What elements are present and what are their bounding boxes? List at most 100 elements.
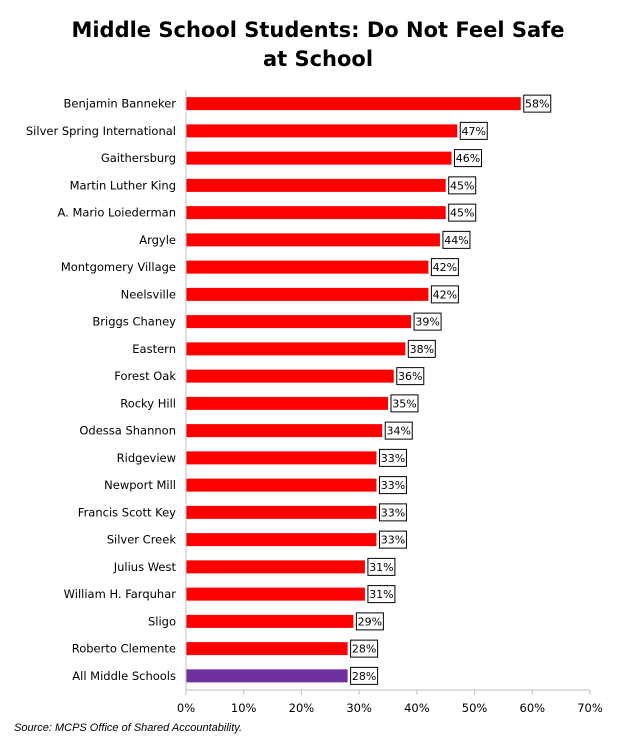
data-label-box (378, 448, 407, 467)
data-label: 33% (381, 506, 405, 519)
category-label: Montgomery Village (61, 260, 176, 274)
bar (186, 260, 429, 274)
x-tick-label: 10% (231, 701, 257, 715)
category-label: Ridgeview (117, 451, 176, 465)
data-label: 36% (398, 370, 422, 383)
bar (186, 369, 394, 383)
data-label: 45% (450, 179, 474, 192)
data-label-box (407, 339, 436, 358)
category-label: A. Mario Loiederman (57, 206, 176, 220)
x-tick-label: 0% (177, 701, 195, 715)
data-label: 38% (410, 343, 434, 356)
bar (186, 505, 377, 519)
category-label: Martin Luther King (70, 178, 176, 192)
data-label-box (367, 585, 396, 604)
data-label: 46% (456, 152, 480, 165)
category-label: William H. Farquhar (64, 587, 177, 601)
bar (186, 451, 377, 465)
data-label-box (355, 612, 384, 631)
data-label: 33% (381, 534, 405, 547)
category-label: Benjamin Banneker (64, 97, 177, 111)
bar (186, 151, 452, 165)
data-label: 33% (381, 479, 405, 492)
data-label: 28% (352, 670, 376, 683)
chart-title-line-1: Middle School Students: Do Not Feel Safe (71, 18, 564, 42)
bar (186, 124, 458, 138)
source-note: Source: MCPS Office of Shared Accountabi… (14, 722, 243, 734)
data-label-box (448, 176, 477, 195)
x-tick-label: 50% (462, 701, 488, 715)
x-tick-label: 30% (346, 701, 372, 715)
category-label: All Middle Schools (72, 669, 176, 683)
bar (186, 233, 440, 247)
data-label: 33% (381, 452, 405, 465)
bar (186, 669, 348, 683)
bar (186, 342, 406, 356)
data-label: 29% (358, 615, 382, 628)
category-label: Sligo (148, 614, 176, 628)
data-label: 31% (369, 561, 393, 574)
data-label-box (453, 149, 482, 168)
data-label-box (378, 530, 407, 549)
data-label-box (523, 94, 552, 113)
bar (186, 424, 383, 438)
chart-title-line-2: at School (263, 47, 373, 71)
bar (186, 560, 365, 574)
data-label: 47% (462, 125, 486, 138)
data-label-box (413, 312, 442, 331)
bar (186, 178, 446, 192)
bar (186, 97, 521, 111)
data-label-box (430, 258, 459, 277)
data-label-box (396, 367, 425, 386)
bar (186, 587, 365, 601)
data-label-box (378, 503, 407, 522)
bar (186, 396, 388, 410)
category-label: Forest Oak (114, 369, 176, 383)
category-label: Eastern (132, 342, 176, 356)
category-label: Francis Scott Key (78, 505, 176, 519)
data-label-box (384, 421, 413, 440)
bar (186, 287, 429, 301)
data-label-box (350, 666, 379, 685)
x-tick-label: 40% (404, 701, 430, 715)
category-label: Julius West (113, 560, 177, 574)
category-label: Neelsville (121, 287, 176, 301)
data-label: 31% (369, 588, 393, 601)
category-label: Argyle (139, 233, 176, 247)
x-tick-label: 70% (577, 701, 603, 715)
bar (186, 478, 377, 492)
bar (186, 206, 446, 220)
data-label-box (378, 476, 407, 495)
data-label: 28% (352, 643, 376, 656)
data-label: 35% (392, 397, 416, 410)
bar (186, 614, 354, 628)
bar (186, 315, 412, 329)
data-label: 42% (433, 261, 457, 274)
bar (186, 533, 377, 547)
data-label: 45% (450, 207, 474, 220)
data-label: 44% (444, 234, 468, 247)
x-tick-label: 20% (289, 701, 315, 715)
category-label: Newport Mill (104, 478, 176, 492)
data-label-box (430, 285, 459, 304)
data-label: 34% (387, 425, 411, 438)
category-label: Silver Creek (107, 533, 177, 547)
data-label: 58% (525, 98, 549, 111)
data-label: 39% (415, 316, 439, 329)
data-label: 42% (433, 288, 457, 301)
data-label-box (459, 121, 488, 140)
data-label-box (390, 394, 419, 413)
data-label-box (367, 557, 396, 576)
category-label: Silver Spring International (26, 124, 176, 138)
category-label: Gaithersburg (101, 151, 176, 165)
category-label: Odessa Shannon (79, 424, 176, 438)
data-label-box (448, 203, 477, 222)
category-label: Roberto Clemente (72, 642, 176, 656)
category-label: Rocky Hill (120, 396, 176, 410)
data-label-box (442, 230, 471, 249)
bar (186, 642, 348, 656)
data-label-box (350, 639, 379, 658)
category-label: Briggs Chaney (92, 315, 176, 329)
x-tick-label: 60% (520, 701, 546, 715)
